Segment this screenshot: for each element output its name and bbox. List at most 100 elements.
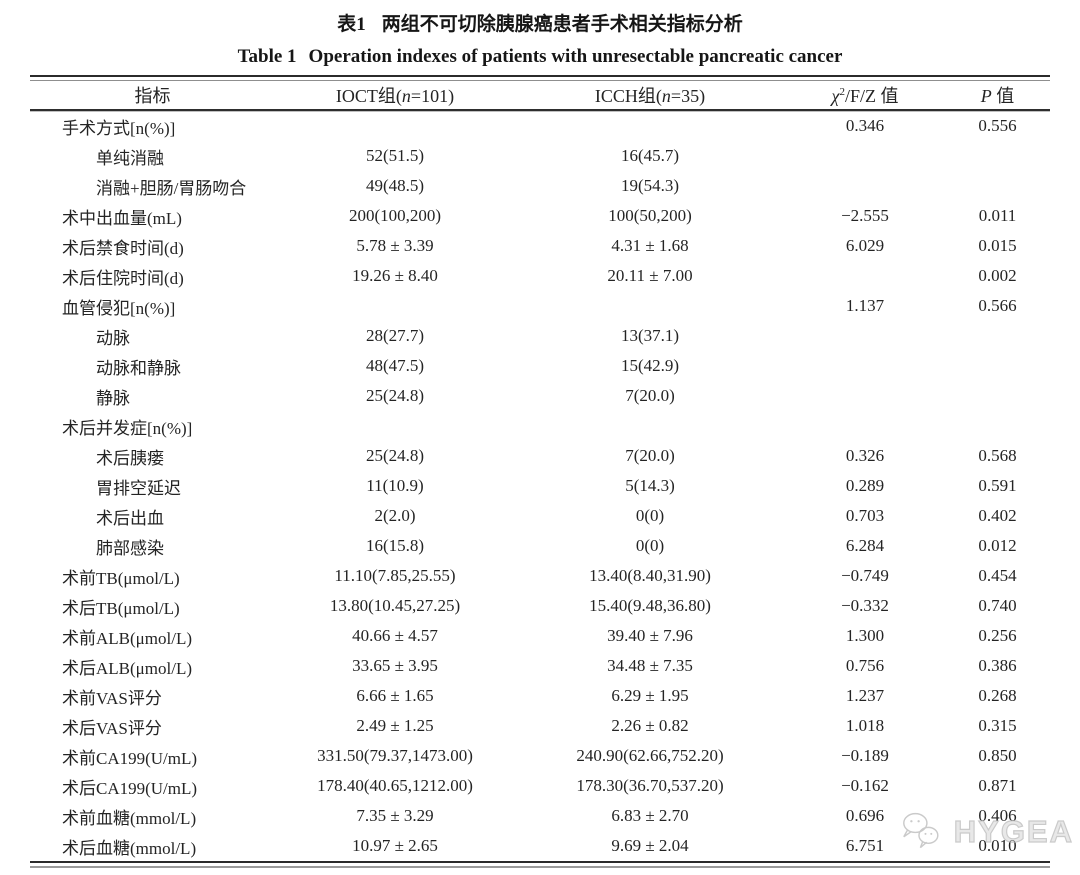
p-value (945, 171, 1050, 201)
p-value (945, 351, 1050, 381)
table-number-zh: 表1 (337, 14, 366, 35)
row-label: 术后TB(μmol/L) (62, 598, 180, 618)
stat-value: 0.289 (845, 476, 885, 495)
header-pvalue: P 值 (945, 81, 1050, 111)
header-p: P (980, 86, 992, 106)
table-row: 手术方式[n(%)] 0.346 0.556 (30, 110, 1050, 141)
header-icch-n: n (661, 86, 671, 106)
header-statistic: χ2/F/Z 值 (785, 81, 945, 111)
stat-value (785, 171, 945, 201)
row-label: 胃排空延迟 (96, 478, 181, 498)
table-row: 静脉 25(24.8) 7(20.0) (30, 381, 1050, 411)
table-header: 指标 IOCT组(n=101) ICCH组(n=35) χ2/F/Z 值 P 值 (30, 81, 1050, 111)
icch-value (515, 291, 785, 321)
stat-value: 0.756 (845, 656, 885, 675)
table-row: 术前VAS评分 6.66 ± 1.65 6.29 ± 1.95 1.237 0.268 (30, 681, 1050, 711)
p-value: 0.406 (978, 806, 1017, 825)
table-row: 动脉 28(27.7) 13(37.1) (30, 321, 1050, 351)
ioct-value: 40.66 ± 4.57 (352, 626, 438, 645)
table-row: 术后CA199(U/mL) 178.40(40.65,1212.00) 178.30… (30, 771, 1050, 801)
p-value: 0.454 (978, 566, 1017, 585)
ioct-value: 19.26 ± 8.40 (352, 266, 438, 285)
ioct-value: 331.50(79.37,1473.00) (317, 746, 473, 765)
p-value: 0.871 (978, 776, 1017, 795)
stat-value: −0.162 (841, 776, 889, 795)
ioct-value: 5.78 ± 3.39 (356, 236, 434, 255)
p-value: 0.402 (978, 506, 1017, 525)
table-row: 胃排空延迟 11(10.9) 5(14.3) 0.289 0.591 (30, 471, 1050, 501)
operation-indexes-table: 指标 IOCT组(n=101) ICCH组(n=35) χ2/F/Z 值 P 值… (30, 81, 1050, 861)
stat-value: 0.326 (845, 446, 885, 465)
icch-value: 2.26 ± 0.82 (611, 716, 689, 735)
p-value: 0.256 (978, 626, 1017, 645)
table-title-en: Table 1 Operation indexes of patients wit… (0, 45, 1080, 69)
row-label: 术前血糖(mmol/L) (62, 808, 197, 828)
header-ioct-pre: IOCT组( (335, 86, 402, 106)
table-row: 术前血糖(mmol/L) 7.35 ± 3.29 6.83 ± 2.70 0.696 0… (30, 801, 1050, 831)
table-row: 术前CA199(U/mL) 331.50(79.37,1473.00) 240.90… (30, 741, 1050, 771)
icch-value: 5(14.3) (625, 476, 675, 495)
header-icch-group: ICCH组(n=35) (515, 81, 785, 111)
ioct-value: 52(51.5) (365, 146, 425, 165)
row-label: 术后ALB(μmol/L) (62, 658, 192, 678)
p-value: 0.268 (978, 686, 1017, 705)
table-row: 术后血糖(mmol/L) 10.97 ± 2.65 9.69 ± 2.04 6.751… (30, 831, 1050, 861)
header-chi: χ (831, 86, 840, 106)
row-label: 肺部感染 (96, 538, 164, 558)
row-label: 术后胰瘘 (96, 448, 164, 468)
row-label: 术后CA199(U/mL) (62, 778, 198, 798)
p-value: 0.386 (978, 656, 1017, 675)
ioct-value: 11(10.9) (366, 476, 424, 495)
stat-value: 1.137 (845, 296, 885, 315)
table-row: 术前TB(μmol/L) 11.10(7.85,25.55) 13.40(8.40,… (30, 561, 1050, 591)
header-ioct-post: =101) (410, 86, 455, 106)
header-p-post: 值 (991, 86, 1015, 106)
header-index: 指标 (30, 81, 275, 111)
p-value: 0.556 (978, 116, 1017, 135)
table-row: 血管侵犯[n(%)] 1.137 0.566 (30, 291, 1050, 321)
ioct-value: 25(24.8) (365, 386, 425, 405)
table-row: 单纯消融 52(51.5) 16(45.7) (30, 141, 1050, 171)
header-chi-sup: 2 (839, 86, 845, 98)
icch-value: 6.29 ± 1.95 (611, 686, 689, 705)
icch-value: 19(54.3) (620, 176, 680, 195)
stat-value: −2.555 (841, 206, 889, 225)
row-label: 静脉 (96, 388, 130, 408)
stat-value: 6.029 (845, 236, 885, 255)
row-label: 术后出血 (96, 508, 164, 528)
header-ioct-group: IOCT组(n=101) (275, 81, 515, 111)
icch-value: 15.40(9.48,36.80) (589, 596, 711, 615)
table-body: 手术方式[n(%)] 0.346 0.556 单纯消融 52(51.5) 16(45.7)… (30, 110, 1050, 861)
p-value: 0.002 (978, 266, 1017, 285)
ioct-value: 11.10(7.85,25.55) (334, 566, 456, 585)
stat-value: 6.284 (845, 536, 885, 555)
table-title-zh: 表1 两组不可切除胰腺癌患者手术相关指标分析 (0, 0, 1080, 37)
table-row: 术后住院时间(d) 19.26 ± 8.40 20.11 ± 7.00 0.002 (30, 261, 1050, 291)
stat-value (785, 381, 945, 411)
stat-value: 0.346 (845, 116, 885, 135)
icch-value: 34.48 ± 7.35 (607, 656, 693, 675)
stat-value: −0.189 (841, 746, 889, 765)
p-value: 0.315 (978, 716, 1017, 735)
icch-value: 0(0) (635, 506, 665, 525)
table-row: 术后禁食时间(d) 5.78 ± 3.39 4.31 ± 1.68 6.029 0.01… (30, 231, 1050, 261)
ioct-value (275, 291, 515, 321)
table-row: 术后胰瘘 25(24.8) 7(20.0) 0.326 0.568 (30, 441, 1050, 471)
row-label: 动脉 (96, 328, 130, 348)
header-ioct-n: n (401, 86, 411, 106)
table-row: 术后出血 2(2.0) 0(0) 0.703 0.402 (30, 501, 1050, 531)
ioct-value: 28(27.7) (365, 326, 425, 345)
stat-value (785, 321, 945, 351)
table-bottom-rule (30, 861, 1050, 868)
row-label: 术后并发症[n(%)] (62, 418, 193, 438)
icch-value: 0(0) (635, 536, 665, 555)
stat-value (785, 261, 945, 291)
stat-value (785, 351, 945, 381)
stat-value: 1.237 (845, 686, 885, 705)
table-row: 术后VAS评分 2.49 ± 1.25 2.26 ± 0.82 1.018 0.315 (30, 711, 1050, 741)
p-value: 0.015 (978, 236, 1017, 255)
table-row: 消融+胆肠/胃肠吻合 49(48.5) 19(54.3) (30, 171, 1050, 201)
ioct-value: 200(100,200) (348, 206, 442, 225)
header-row: 指标 IOCT组(n=101) ICCH组(n=35) χ2/F/Z 值 P 值 (30, 81, 1050, 111)
icch-value: 100(50,200) (608, 206, 692, 225)
